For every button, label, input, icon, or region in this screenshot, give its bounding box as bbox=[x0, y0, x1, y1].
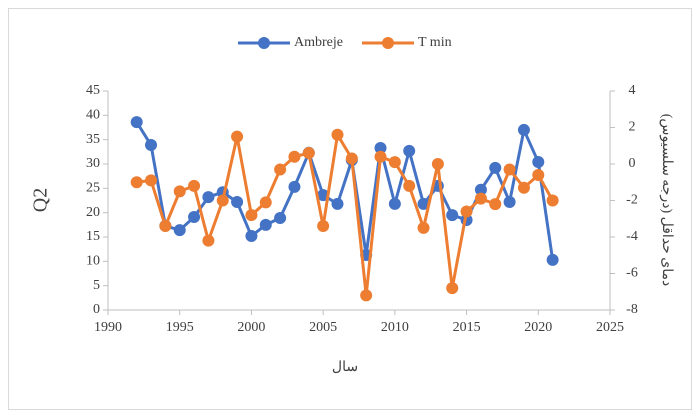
y-axis-title: Q2 bbox=[30, 188, 52, 212]
y-tick-label: 30 bbox=[86, 156, 100, 171]
y2-tick-label: -8 bbox=[626, 302, 638, 317]
y2-tick-label: 0 bbox=[629, 156, 636, 171]
data-point bbox=[302, 147, 315, 160]
data-point bbox=[245, 230, 258, 243]
y2-tick-label: 2 bbox=[629, 120, 636, 135]
data-point bbox=[288, 150, 301, 163]
y-tick-label: 25 bbox=[86, 181, 100, 196]
y-tick-label: 20 bbox=[86, 205, 100, 220]
data-point bbox=[188, 179, 201, 192]
chart-border bbox=[8, 8, 692, 410]
data-point bbox=[216, 194, 229, 207]
data-point bbox=[431, 158, 444, 170]
data-point bbox=[489, 198, 502, 211]
y2-tick-label: 4 bbox=[629, 83, 636, 98]
legend-label: Ambreje bbox=[294, 35, 343, 50]
data-point bbox=[245, 209, 258, 222]
data-point bbox=[331, 197, 344, 210]
data-point bbox=[231, 195, 244, 208]
data-point bbox=[489, 161, 502, 174]
data-point bbox=[503, 195, 516, 208]
data-point bbox=[417, 197, 430, 210]
data-point bbox=[274, 163, 287, 176]
data-point bbox=[202, 191, 215, 204]
data-point bbox=[159, 220, 172, 233]
y2-tick-label: -2 bbox=[626, 193, 638, 208]
y-tick-label: 10 bbox=[86, 254, 100, 269]
x-axis-title: سال bbox=[332, 360, 358, 375]
data-point bbox=[202, 234, 215, 247]
data-point bbox=[188, 211, 201, 224]
data-point bbox=[259, 196, 272, 209]
legend-label: T min bbox=[418, 35, 452, 50]
data-point bbox=[503, 163, 516, 176]
y2-tick-label: -6 bbox=[626, 266, 638, 281]
data-point bbox=[517, 181, 530, 194]
data-point bbox=[130, 116, 143, 129]
data-point bbox=[388, 197, 401, 210]
x-tick-label: 2025 bbox=[596, 320, 624, 335]
data-point bbox=[288, 180, 301, 193]
data-point bbox=[532, 168, 545, 181]
x-tick-label: 2020 bbox=[524, 320, 552, 335]
data-point bbox=[446, 282, 459, 295]
data-point bbox=[231, 130, 244, 143]
data-point bbox=[474, 183, 487, 196]
data-point bbox=[460, 205, 473, 218]
data-point bbox=[403, 144, 416, 157]
data-point bbox=[374, 150, 387, 163]
data-point bbox=[417, 221, 430, 234]
data-point bbox=[532, 156, 545, 169]
data-point bbox=[331, 128, 344, 141]
legend-marker bbox=[258, 37, 270, 49]
y-tick-label: 40 bbox=[86, 108, 100, 123]
x-tick-label: 2015 bbox=[453, 320, 481, 335]
y2-axis-title: دمای حداقل (درجه سلسیوس) bbox=[659, 114, 674, 287]
x-tick-label: 2005 bbox=[309, 320, 337, 335]
data-point bbox=[446, 209, 459, 222]
data-point bbox=[173, 224, 186, 237]
data-point bbox=[517, 123, 530, 136]
data-point bbox=[130, 176, 143, 189]
data-point bbox=[145, 174, 158, 187]
data-point bbox=[388, 156, 401, 169]
data-point bbox=[546, 194, 559, 207]
data-point bbox=[360, 289, 373, 302]
x-tick-label: 1990 bbox=[94, 320, 122, 335]
x-tick-label: 2010 bbox=[381, 320, 409, 335]
data-point bbox=[173, 185, 186, 198]
data-point bbox=[274, 212, 287, 225]
y-tick-label: 45 bbox=[86, 83, 100, 98]
data-point bbox=[374, 141, 387, 154]
data-point bbox=[345, 152, 358, 165]
data-point bbox=[145, 139, 158, 152]
y-tick-label: 15 bbox=[86, 229, 100, 244]
data-point bbox=[317, 220, 330, 233]
data-point bbox=[474, 192, 487, 205]
legend-marker bbox=[382, 37, 394, 49]
x-tick-label: 2000 bbox=[237, 320, 265, 335]
y-tick-label: 35 bbox=[86, 132, 100, 147]
y-tick-label: 0 bbox=[93, 302, 100, 317]
data-point bbox=[403, 179, 416, 192]
x-tick-label: 1995 bbox=[166, 320, 194, 335]
y2-tick-label: -4 bbox=[626, 229, 638, 244]
data-point bbox=[259, 218, 272, 231]
y-tick-label: 5 bbox=[93, 278, 100, 293]
data-point bbox=[546, 253, 559, 266]
